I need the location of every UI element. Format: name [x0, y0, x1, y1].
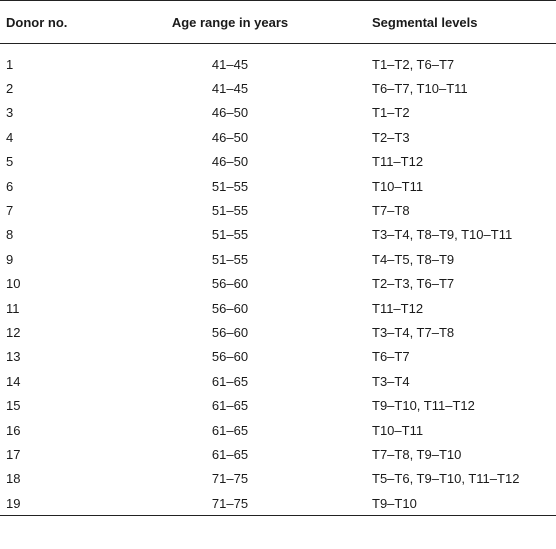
cell-age-range: 51–55	[211, 203, 249, 219]
cell-age-range: 46–50	[211, 129, 249, 145]
cell-donor-no: 8	[6, 227, 14, 243]
table-row: 5 46–50 T11–T12	[0, 150, 556, 174]
cell-donor-no: 16	[6, 422, 21, 438]
cell-segmental-levels: T7–T8, T9–T10	[372, 446, 462, 462]
cell-segmental-levels: T1–T2, T6–T7	[372, 56, 455, 72]
cell-age-range: 56–60	[211, 300, 249, 316]
cell-donor-no: 15	[6, 398, 21, 414]
cell-donor-no: 5	[6, 154, 14, 170]
table-row: 16 61–65 T10–T11	[0, 418, 556, 442]
cell-donor-no: 10	[6, 276, 21, 292]
cell-segmental-levels: T3–T4	[372, 373, 410, 389]
cell-age-range: 61–65	[211, 398, 249, 414]
cell-donor-no: 19	[0, 491, 96, 517]
cell-age-range: 51–55	[211, 178, 249, 194]
cell-donor-no: 6	[6, 178, 14, 194]
table-body: 1 41–45 T1–T2, T6–T7 2 41–45 T6–T7, T10–T11 3 4…	[0, 44, 556, 517]
table-row: 13 56–60 T6–T7	[0, 345, 556, 369]
cell-donor-no: 14	[6, 373, 21, 389]
cell-segmental-levels: T3–T4, T8–T9, T10–T11	[372, 227, 513, 243]
table-row: 15 61–65 T9–T10, T11–T12	[0, 393, 556, 417]
header-age-range: Age range in years	[96, 0, 372, 44]
table-row: 12 56–60 T3–T4, T7–T8	[0, 320, 556, 344]
table-row: 14 61–65 T3–T4	[0, 369, 556, 393]
cell-segmental-levels: T7–T8	[372, 203, 410, 219]
table-row: 8 51–55 T3–T4, T8–T9, T10–T11	[0, 223, 556, 247]
cell-segmental-levels: T9–T10	[372, 491, 556, 517]
cell-age-range: 41–45	[211, 81, 249, 97]
cell-segmental-levels: T6–T7	[372, 349, 410, 365]
cell-donor-no: 12	[6, 324, 21, 340]
header-donor-no: Donor no.	[0, 0, 96, 44]
table-row: 17 61–65 T7–T8, T9–T10	[0, 442, 556, 466]
table-row: 10 56–60 T2–T3, T6–T7	[0, 272, 556, 296]
cell-segmental-levels: T1–T2	[372, 105, 410, 121]
cell-segmental-levels: T2–T3	[372, 129, 410, 145]
cell-age-range: 46–50	[211, 105, 249, 121]
cell-age-range: 61–65	[211, 373, 249, 389]
cell-segmental-levels: T5–T6, T9–T10, T11–T12	[372, 471, 520, 487]
table-header: Donor no. Age range in years Segmental l…	[0, 0, 556, 44]
cell-age-range: 71–75	[211, 471, 249, 487]
cell-donor-no: 11	[6, 300, 20, 316]
table-row: 19 71–75 T9–T10	[0, 491, 556, 517]
cell-age-range: 56–60	[211, 276, 249, 292]
cell-age-range: 56–60	[211, 324, 249, 340]
cell-age-range: 46–50	[211, 154, 249, 170]
table-row: 3 46–50 T1–T2	[0, 101, 556, 125]
cell-donor-no: 17	[6, 446, 21, 462]
cell-donor-no: 4	[6, 129, 14, 145]
cell-donor-no: 7	[6, 203, 14, 219]
table-row: 2 41–45 T6–T7, T10–T11	[0, 76, 556, 100]
cell-donor-no: 1	[6, 56, 14, 72]
cell-age-range: 51–55	[211, 227, 249, 243]
cell-segmental-levels: T10–T11	[372, 422, 424, 438]
table-row: 1 41–45 T1–T2, T6–T7	[0, 44, 556, 77]
cell-donor-no: 2	[6, 81, 14, 97]
cell-segmental-levels: T2–T3, T6–T7	[372, 276, 455, 292]
cell-donor-no: 3	[6, 105, 14, 121]
table-row: 6 51–55 T10–T11	[0, 174, 556, 198]
cell-segmental-levels: T6–T7, T10–T11	[372, 81, 468, 97]
cell-segmental-levels: T10–T11	[372, 178, 424, 194]
cell-age-range: 51–55	[211, 251, 249, 267]
table-row: 4 46–50 T2–T3	[0, 125, 556, 149]
cell-age-range: 56–60	[211, 349, 249, 365]
table-row: 18 71–75 T5–T6, T9–T10, T11–T12	[0, 467, 556, 491]
cell-age-range: 61–65	[211, 422, 249, 438]
cell-segmental-levels: T11–T12	[372, 300, 424, 316]
cell-segmental-levels: T4–T5, T8–T9	[372, 251, 455, 267]
cell-segmental-levels: T9–T10, T11–T12	[372, 398, 475, 414]
cell-donor-no: 18	[6, 471, 21, 487]
table-row: 9 51–55 T4–T5, T8–T9	[0, 247, 556, 271]
table-row: 7 51–55 T7–T8	[0, 198, 556, 222]
donor-table: Donor no. Age range in years Segmental l…	[0, 0, 556, 517]
cell-donor-no: 13	[6, 349, 21, 365]
cell-age-range: 71–75	[96, 491, 372, 517]
cell-donor-no: 9	[6, 251, 14, 267]
cell-segmental-levels: T11–T12	[372, 154, 424, 170]
cell-age-range: 41–45	[211, 56, 249, 72]
table-row: 11 56–60 T11–T12	[0, 296, 556, 320]
header-row: Donor no. Age range in years Segmental l…	[0, 0, 556, 44]
header-segmental-levels: Segmental levels	[372, 0, 556, 44]
cell-segmental-levels: T3–T4, T7–T8	[372, 324, 455, 340]
cell-age-range: 61–65	[211, 446, 249, 462]
